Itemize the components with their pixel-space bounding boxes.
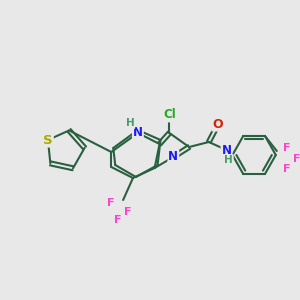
Text: F: F bbox=[293, 154, 300, 164]
Text: N: N bbox=[221, 143, 232, 157]
Text: N: N bbox=[168, 151, 178, 164]
Text: H: H bbox=[224, 155, 233, 165]
Text: F: F bbox=[283, 164, 290, 174]
Text: F: F bbox=[114, 215, 122, 225]
Text: S: S bbox=[43, 134, 53, 146]
Text: F: F bbox=[106, 198, 114, 208]
Text: F: F bbox=[283, 143, 290, 153]
Text: O: O bbox=[212, 118, 223, 130]
Text: F: F bbox=[124, 207, 132, 217]
Text: Cl: Cl bbox=[163, 109, 176, 122]
Text: N: N bbox=[133, 127, 143, 140]
Text: H: H bbox=[126, 118, 134, 128]
